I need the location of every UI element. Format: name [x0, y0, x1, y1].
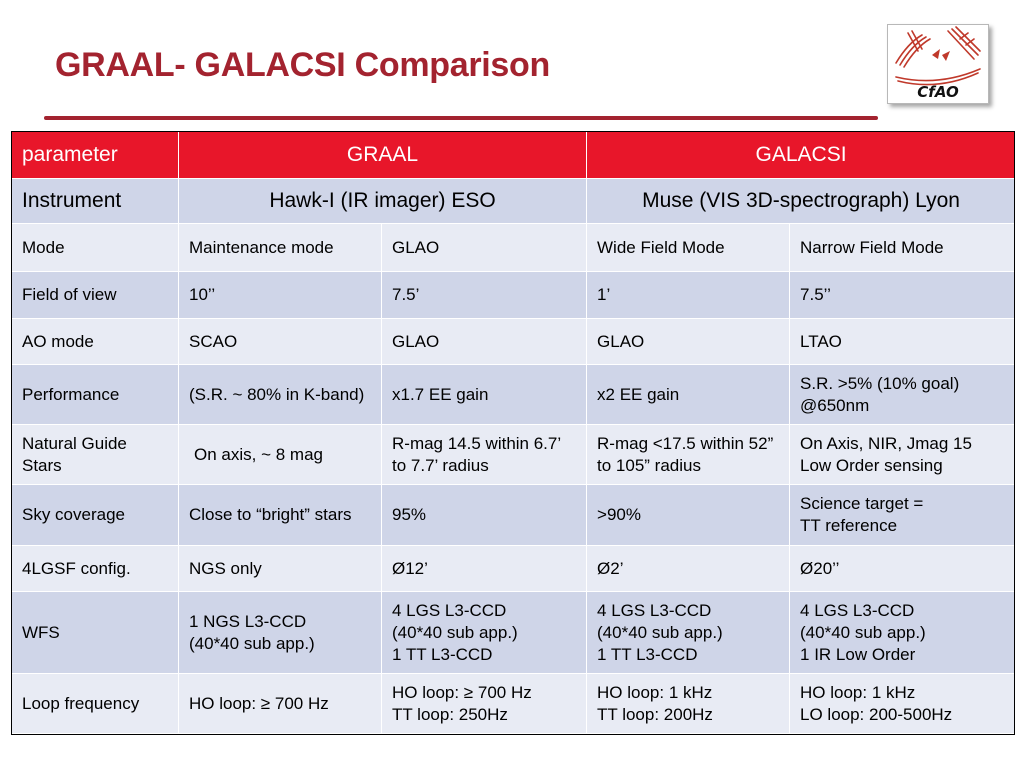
- cell: 7.5’’: [800, 285, 831, 304]
- cell: R-mag <17.5 within 52” to 105” radius: [597, 433, 774, 475]
- cell: Ø20’’: [800, 558, 840, 578]
- cell: LTAO: [800, 331, 842, 351]
- cell: Maintenance mode: [189, 237, 334, 257]
- cell: (S.R. ~ 80% in K-band): [189, 384, 365, 404]
- cell: 7.5’: [392, 285, 420, 304]
- table-row: Natural Guide Stars On axis, ~ 8 mag R-m…: [11, 424, 1017, 485]
- table-row: Sky coverage Close to “bright” stars 95%…: [11, 484, 1017, 546]
- cell: HO loop: ≥ 700 Hz: [189, 693, 329, 713]
- logo-text: CfAO: [917, 83, 959, 101]
- cell: NGS only: [189, 558, 262, 578]
- instrument-galacsi: Muse (VIS 3D-spectrograph) Lyon: [586, 178, 1017, 224]
- cell: 1 NGS L3-CCD (40*40 sub app.): [189, 611, 315, 653]
- cell: 4 LGS L3-CCD (40*40 sub app.) 1 IR Low O…: [800, 600, 926, 664]
- cell: SCAO: [189, 331, 238, 351]
- table-row: Loop frequency HO loop: ≥ 700 Hz HO loop…: [11, 673, 1017, 734]
- cell: Close to “bright” stars: [189, 505, 352, 524]
- cell: Narrow Field Mode: [800, 237, 944, 257]
- cell: GLAO: [392, 237, 440, 257]
- instrument-label: Instrument: [11, 178, 179, 224]
- cell: On Axis, NIR, Jmag 15 Low Order sensing: [800, 433, 972, 475]
- row-label: Loop frequency: [22, 693, 140, 713]
- cfao-logo: CfAO: [887, 24, 989, 104]
- row-label: Natural Guide Stars: [22, 433, 127, 475]
- row-label: Mode: [22, 237, 65, 257]
- title-underline: [44, 116, 878, 120]
- table-row: WFS 1 NGS L3-CCD (40*40 sub app.) 4 LGS …: [11, 591, 1017, 674]
- header-galacsi: GALACSI: [586, 131, 1017, 179]
- cell: 4 LGS L3-CCD (40*40 sub app.) 1 TT L3-CC…: [597, 600, 723, 664]
- cell: HO loop: 1 kHz LO loop: 200-500Hz: [800, 682, 953, 724]
- cell: GLAO: [597, 331, 645, 351]
- cell: 95%: [392, 505, 427, 524]
- table-row: Field of view 10’’ 7.5’ 1’ 7.5’’: [11, 271, 1017, 319]
- cell: Science target = TT reference: [800, 494, 924, 535]
- header-graal: GRAAL: [177, 131, 588, 179]
- cell: S.R. >5% (10% goal) @650nm: [800, 373, 960, 415]
- page-title: GRAAL- GALACSI Comparison: [55, 46, 550, 84]
- table-header-row: parameter GRAAL GALACSI: [11, 131, 1017, 179]
- cell: GLAO: [392, 331, 440, 351]
- row-label: Sky coverage: [22, 505, 125, 524]
- cell: x2 EE gain: [597, 384, 680, 404]
- cell: HO loop: ≥ 700 Hz TT loop: 250Hz: [392, 682, 532, 724]
- cell: x1.7 EE gain: [392, 384, 489, 404]
- row-label: Performance: [22, 384, 120, 404]
- cell: Wide Field Mode: [597, 237, 725, 257]
- table-row: 4LGSF config. NGS only Ø12’ Ø2’ Ø20’’: [11, 545, 1017, 592]
- table-row: Performance (S.R. ~ 80% in K-band) x1.7 …: [11, 364, 1017, 425]
- cell: 1’: [597, 285, 611, 304]
- row-label: 4LGSF config.: [22, 558, 131, 578]
- cell: R-mag 14.5 within 6.7’ to 7.7’ radius: [392, 433, 561, 475]
- cell: 4 LGS L3-CCD (40*40 sub app.) 1 TT L3-CC…: [392, 600, 518, 664]
- instrument-graal: Hawk-I (IR imager) ESO: [177, 178, 588, 224]
- table-row: AO mode SCAO GLAO GLAO LTAO: [11, 318, 1017, 365]
- row-label: Field of view: [22, 285, 117, 304]
- header-parameter: parameter: [11, 131, 179, 179]
- cell: >90%: [597, 505, 641, 524]
- table-row-instrument: Instrument Hawk-I (IR imager) ESO Muse (…: [11, 178, 1017, 224]
- comparison-table: parameter GRAAL GALACSI Instrument Hawk-…: [11, 131, 1017, 734]
- cell: On axis, ~ 8 mag: [194, 444, 323, 464]
- cell: HO loop: 1 kHz TT loop: 200Hz: [597, 682, 713, 724]
- cfao-logo-graphic: CfAO: [895, 26, 981, 101]
- table-row: Mode Maintenance mode GLAO Wide Field Mo…: [11, 223, 1017, 272]
- row-label: WFS: [22, 622, 60, 642]
- cell: Ø2’: [597, 558, 624, 578]
- cell: Ø12’: [392, 558, 428, 578]
- row-label: AO mode: [22, 331, 94, 351]
- cell: 10’’: [189, 285, 216, 304]
